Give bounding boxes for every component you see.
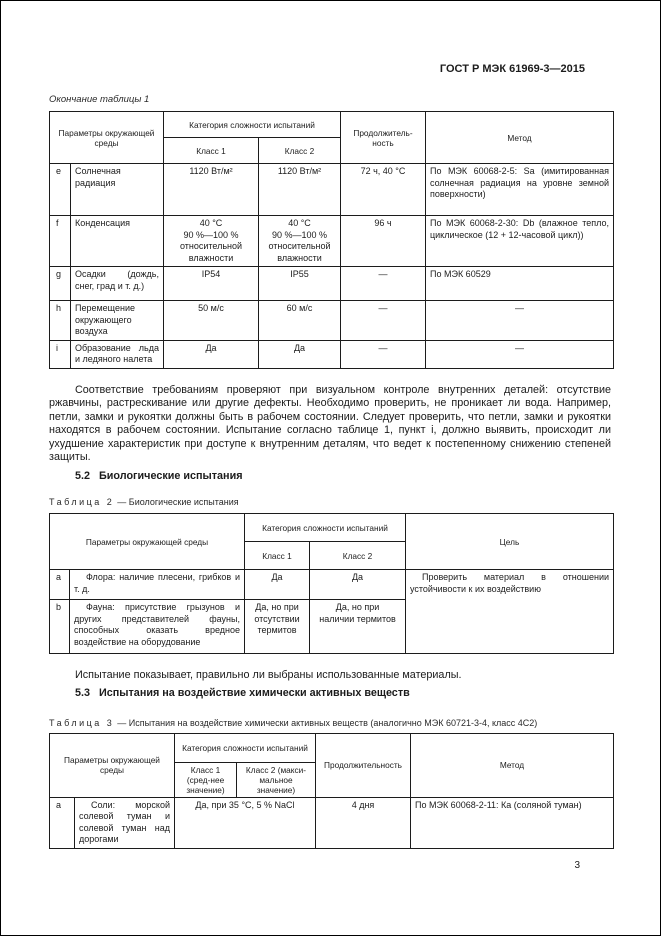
table3-header-duration: Продолжительность — [315, 732, 411, 798]
row-method-value: — — [425, 339, 614, 369]
row-duration-value: — — [340, 339, 426, 369]
row-class2-value: 1120 Вт/м² — [258, 163, 341, 216]
table2-biological-tests: Параметры окружающей среды Категория сло… — [49, 513, 614, 655]
table2-head: Параметры окружающей среды Категория сло… — [49, 513, 614, 571]
section-5-1-paragraph: Соответствие требованиям проверяют при в… — [49, 383, 611, 464]
row-parameter: Флора: наличие плесени, грибков и т. д. — [69, 569, 245, 601]
table2-header-row-1: Параметры окружающей среды Категория сло… — [49, 513, 614, 571]
table1-header-params: Параметры окружающей среды — [49, 111, 164, 164]
row-class2-value: Да, но при наличии термитов — [309, 599, 406, 655]
table1-header-category: Категория сложности испытаний — [163, 111, 341, 138]
table-row-i: i Образование льда и ледяного налета Да … — [49, 339, 614, 369]
table2-header-category: Категория сложности испытаний — [244, 513, 406, 543]
page-number: 3 — [574, 859, 580, 871]
table2-header-goal: Цель — [405, 513, 614, 571]
row-parameter: Солнечная радиация — [70, 163, 164, 216]
row-letter: g — [49, 266, 71, 301]
row-method-value: — — [425, 300, 614, 341]
row-parameter: Конденсация — [70, 215, 164, 267]
row-parameter: Перемещение окружающего воздуха — [70, 300, 164, 341]
row-letter: i — [49, 339, 71, 369]
section-5-3-heading: 5.3 Испытания на воздействие химически ак… — [49, 687, 611, 699]
row-goal-value: Проверить материал в отношении устойчиво… — [405, 569, 614, 655]
row-class1-value: Да, но при отсутствии термитов — [244, 599, 310, 655]
table3-header-row-1: Параметры окружающей среды Категория сло… — [49, 732, 614, 798]
section-number: 5.3 — [75, 686, 91, 699]
row-duration-value: 96 ч — [340, 215, 426, 267]
row-class1-value: IP54 — [163, 266, 259, 301]
table-row-a: a Соли: морской солевой туман и солевой … — [49, 796, 614, 849]
row-duration-value: 72 ч, 40 °C — [340, 163, 426, 216]
table1-header-duration: Продолжитель-ность — [340, 111, 426, 164]
row-class2-value: 40 °C 90 %—100 % относительной влажности — [258, 215, 341, 267]
row-method-value: По МЭК 60068-2-11: Ка (соляной туман) — [410, 796, 614, 849]
row-class2-value: Да — [258, 339, 341, 369]
row-classes-value: Да, при 35 °C, 5 % NaCl — [174, 796, 316, 849]
row-class2-value: IP55 — [258, 266, 341, 301]
table3-header-params: Параметры окружающей среды — [49, 732, 175, 798]
table2-header-class1: Класс 1 — [244, 541, 310, 571]
row-class1-value: Да — [163, 339, 259, 369]
table1-head: Параметры окружающей среды Категория сло… — [49, 111, 614, 164]
row-method-value: По МЭК 60529 — [425, 266, 614, 301]
row-class1-value: 1120 Вт/м² — [163, 163, 259, 216]
row-duration-value: — — [340, 266, 426, 301]
table3-header-class1: Класс 1 (сред-нее значение) — [174, 761, 237, 798]
table1-environmental-tests: Параметры окружающей среды Категория сло… — [49, 111, 614, 369]
row-method-value: По МЭК 60068-2-5: Sa (имитированная солн… — [425, 163, 614, 216]
row-method-value: По МЭК 60068-2-30: Db (влажное тепло, ци… — [425, 215, 614, 267]
section-title: Биологические испытания — [99, 470, 243, 483]
row-letter: e — [49, 163, 71, 216]
table1-header-class1: Класс 1 — [163, 137, 259, 164]
row-class2-value: 60 м/с — [258, 300, 341, 341]
table-row-f: f Конденсация 40 °C 90 %—100 % относител… — [49, 215, 614, 267]
row-class1-value: Да — [244, 569, 310, 601]
standard-number: ГОСТ Р МЭК 61969-3—2015 — [439, 63, 585, 75]
table-row-b: b Фауна: присутствие грызунов и других п… — [49, 599, 614, 655]
table3-head: Параметры окружающей среды Категория сло… — [49, 732, 614, 798]
table2-caption-label: Таблица 2 — [49, 497, 115, 508]
table3-header-category: Категория сложности испытаний — [174, 732, 316, 763]
row-letter: b — [49, 599, 70, 655]
table1-header-row-1: Параметры окружающей среды Категория сло… — [49, 111, 614, 164]
table2-caption: Таблица 2— Биологические испытания — [49, 497, 611, 507]
table3-caption-text: — Испытания на воздействие химически акт… — [117, 717, 538, 728]
table2-header-params: Параметры окружающей среды — [49, 513, 245, 571]
table2-header-class2: Класс 2 — [309, 541, 406, 571]
row-duration-value: 4 дня — [315, 796, 411, 849]
table3-chemical-tests: Параметры окружающей среды Категория сло… — [49, 732, 614, 849]
row-parameter: Фауна: присутствие грызунов и других пре… — [69, 599, 245, 655]
row-parameter: Соли: морской солевой туман и солевой ту… — [74, 796, 175, 849]
row-duration-value: — — [340, 300, 426, 341]
table3-header-class2: Класс 2 (макси-мальное значение) — [236, 761, 316, 798]
table-row-h: h Перемещение окружающего воздуха 50 м/с… — [49, 300, 614, 341]
table3-header-row-2: Класс 1 (сред-нее значение) Класс 2 (мак… — [50, 761, 614, 798]
section-number: 5.2 — [75, 470, 91, 483]
row-parameter: Образование льда и ледяного налета — [70, 339, 164, 369]
table-row-e: e Солнечная радиация 1120 Вт/м² 1120 Вт/… — [49, 163, 614, 216]
table3-header-method: Метод — [410, 732, 614, 798]
row-class2-value: Да — [309, 569, 406, 601]
row-class1-value: 40 °C 90 %—100 % относительной влажности — [163, 215, 259, 267]
table-row-g: g Осадки (дождь, снег, град и т. д.) IP5… — [49, 266, 614, 301]
table3-caption-label: Таблица 3 — [49, 717, 115, 728]
table2-caption-text: — Биологические испытания — [117, 497, 239, 508]
row-letter: h — [49, 300, 71, 341]
section-title: Испытания на воздействие химически актив… — [99, 686, 410, 699]
row-letter: a — [49, 796, 75, 849]
table3-caption: Таблица 3— Испытания на воздействие хими… — [49, 718, 611, 728]
section-5-2-heading: 5.2 Биологические испытания — [49, 470, 611, 482]
section-5-2-note: Испытание показывает, правильно ли выбра… — [75, 669, 462, 682]
row-letter: a — [49, 569, 70, 601]
row-parameter: Осадки (дождь, снег, град и т. д.) — [70, 266, 164, 301]
row-letter: f — [49, 215, 71, 267]
table-row-a: a Флора: наличие плесени, грибков и т. д… — [49, 569, 614, 655]
table1-header-class2: Класс 2 — [258, 137, 341, 164]
table1-continuation-label: Окончание таблицы 1 — [49, 94, 150, 105]
row-class1-value: 50 м/с — [163, 300, 259, 341]
table1-header-method: Метод — [425, 111, 614, 164]
